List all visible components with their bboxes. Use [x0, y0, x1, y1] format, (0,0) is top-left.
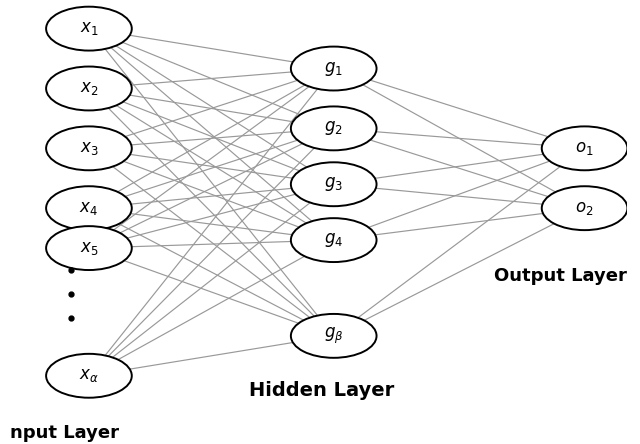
- Text: $x_2$: $x_2$: [80, 80, 98, 97]
- Text: $x_5$: $x_5$: [79, 240, 99, 257]
- Ellipse shape: [46, 226, 132, 270]
- Text: $x_4$: $x_4$: [79, 200, 99, 217]
- Text: $g_2$: $g_2$: [324, 119, 343, 137]
- Ellipse shape: [46, 127, 132, 170]
- Ellipse shape: [46, 7, 132, 51]
- Text: $o_2$: $o_2$: [575, 200, 594, 217]
- Text: $g_\beta$: $g_\beta$: [324, 326, 344, 346]
- Ellipse shape: [291, 163, 376, 206]
- Ellipse shape: [291, 47, 376, 91]
- Text: $x_3$: $x_3$: [79, 140, 99, 157]
- Text: nput Layer: nput Layer: [10, 424, 119, 442]
- Text: $g_3$: $g_3$: [324, 175, 343, 193]
- Ellipse shape: [542, 127, 627, 170]
- Ellipse shape: [46, 186, 132, 230]
- Text: $x_1$: $x_1$: [79, 20, 99, 37]
- Text: $x_\alpha$: $x_\alpha$: [79, 367, 99, 384]
- Ellipse shape: [291, 218, 376, 262]
- Ellipse shape: [291, 107, 376, 151]
- Ellipse shape: [542, 186, 627, 230]
- Ellipse shape: [291, 314, 376, 358]
- Ellipse shape: [46, 354, 132, 398]
- Text: Output Layer: Output Layer: [493, 267, 627, 285]
- Text: $g_1$: $g_1$: [324, 59, 343, 78]
- Ellipse shape: [46, 67, 132, 111]
- Text: $g_4$: $g_4$: [324, 231, 343, 249]
- Text: Hidden Layer: Hidden Layer: [249, 381, 394, 400]
- Text: $o_1$: $o_1$: [575, 140, 594, 157]
